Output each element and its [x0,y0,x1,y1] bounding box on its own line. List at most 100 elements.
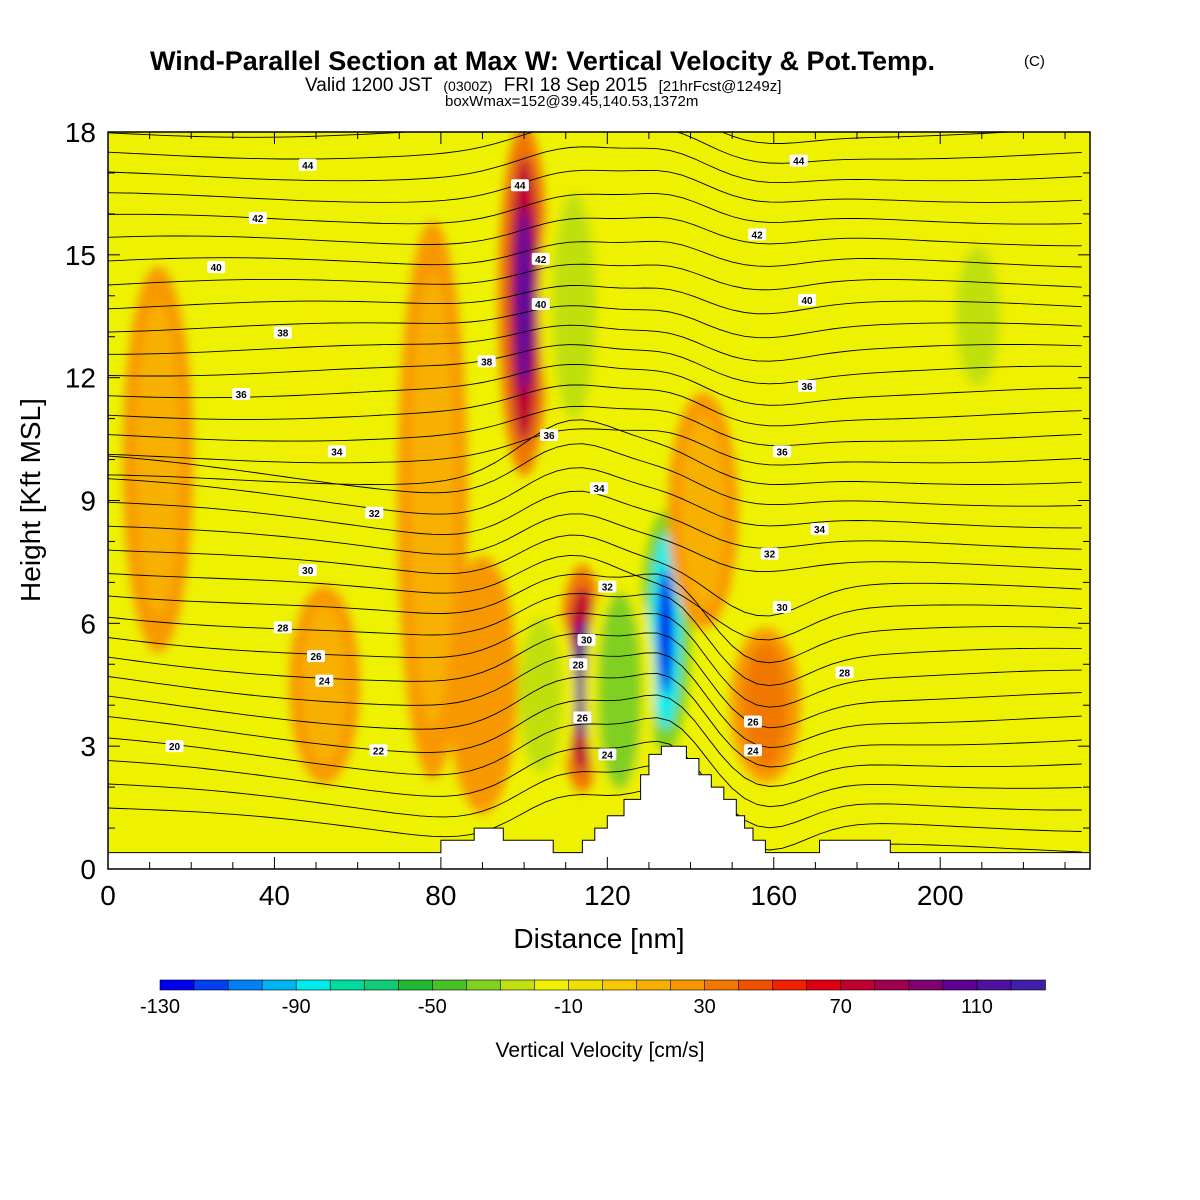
theta-contour [108,132,1082,164]
theta-label-text: 26 [310,652,322,663]
theta-label: 38 [477,355,496,368]
theta-label: 40 [207,261,226,274]
theta-contour [108,240,1082,268]
colorbar-tick-label: 30 [693,996,715,1018]
theta-label-text: 36 [544,431,556,442]
theta-label: 40 [531,297,550,311]
theta-label-bg [798,293,817,306]
theta-contour [108,740,1082,829]
theta-label: 26 [743,715,762,729]
x-tick-label: 160 [750,880,797,911]
theta-label-bg [760,547,779,560]
colorbar-swatch [1010,979,1046,991]
theta-label-bg [248,211,267,224]
colorbar-swatch [363,979,400,991]
theta-label-bg [540,428,559,441]
colorbar-tick-label: -130 [140,996,180,1018]
chart-title: Wind-Parallel Section at Max W: Vertical… [150,46,935,76]
theta-label-bg [531,252,550,265]
theta-label: 38 [273,326,292,340]
theta-label: 20 [165,740,184,753]
theta-label-text: 24 [602,750,614,761]
theta-label-bg [789,154,808,167]
theta-label: 44 [789,154,808,168]
w-feature [743,642,788,768]
theta-label-bg [810,523,829,536]
theta-contour [108,788,1082,869]
theta-label-bg [773,445,792,458]
theta-label-text: 42 [752,230,764,241]
theta-label-bg [307,650,326,663]
x-axis: 0 40 80 120 160 200 [100,132,1066,911]
theta-label-bg [743,715,762,728]
theta-label-bg [273,621,292,634]
theta-label: 28 [569,658,588,671]
colorbar-swatch [670,979,706,991]
theta-contour [108,305,1082,339]
theta-label: 30 [773,600,792,614]
theta-label-bg [598,748,617,761]
theta-label-text: 34 [814,525,826,536]
colorbar-title: Vertical Velocity [cm/s] [496,1039,705,1062]
theta-contours [108,132,1082,869]
theta-label-text: 30 [581,636,593,647]
theta-contour [108,467,1082,529]
theta-label-text: 44 [793,157,805,168]
colorbar-swatch [432,979,468,991]
theta-label-text: 24 [319,677,331,688]
y-tick-label: 15 [65,240,96,271]
w-feature [294,317,339,467]
colorbar-swatch [704,979,740,991]
x-axis-label: Distance [nm] [513,923,684,954]
theta-contour [108,363,1082,406]
theta-label-text: 28 [839,668,851,679]
theta-label: 32 [365,506,384,520]
theta-contour [108,534,1082,617]
x-tick-label: 200 [917,880,964,911]
subtitle-date: FRI 18 Sep 2015 [504,75,648,96]
theta-label: 24 [598,748,617,761]
colorbar-swatch [534,979,570,991]
theta-label-bg [510,179,529,192]
colorbar-swatch [874,979,910,991]
theta-label-text: 32 [764,550,776,561]
theta-label-bg [298,158,317,171]
theta-labels: 44 44 44 42 42 42 40 40 40 38 38 36 36 36 34 36 34 32 34 32… [165,154,854,761]
colorbar-tick-label: 70 [830,996,852,1018]
theta-label-bg [531,297,550,310]
theta-label: 24 [315,674,334,688]
colorbar-swatch [602,979,638,991]
theta-label: 28 [835,666,854,679]
subtitle-forecast: [21hrFcst@1249z] [659,78,782,95]
w-feature-core [657,568,674,695]
theta-label-text: 44 [514,181,526,192]
colorbar-swatch [227,979,263,991]
colorbar-swatch [806,979,842,991]
theta-contour [108,169,1082,203]
colorbar-tick-label: -10 [554,996,583,1018]
theta-label-text: 30 [777,603,789,614]
theta-label-bg [748,228,767,241]
colorbar-tick-label: -90 [282,996,311,1018]
theta-label: 32 [760,547,779,561]
theta-label: 44 [298,158,317,172]
theta-contour [108,419,1082,485]
theta-label-text: 40 [535,300,547,311]
theta-label-text: 32 [369,509,381,520]
theta-label: 42 [248,211,267,225]
theta-label-text: 22 [373,746,385,757]
y-tick-label: 9 [80,486,96,517]
theta-label-bg [327,445,346,458]
y-axis-label: Height [Kft MSL] [15,398,46,602]
theta-label: 26 [307,650,326,663]
theta-label: 32 [598,580,617,593]
theta-contour [108,344,1082,385]
theta-label-text: 40 [801,296,813,307]
theta-label-bg [273,326,292,339]
theta-label-bg [298,564,317,577]
colorbar-swatch [908,979,944,991]
theta-contour [108,285,1082,315]
theta-label-bg [315,674,334,687]
subtitle-boxwmax: boxWmax=152@39.45,140.53,1372m [445,93,698,110]
